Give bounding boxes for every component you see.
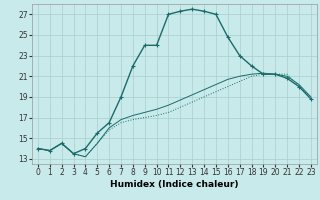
X-axis label: Humidex (Indice chaleur): Humidex (Indice chaleur) (110, 180, 239, 189)
